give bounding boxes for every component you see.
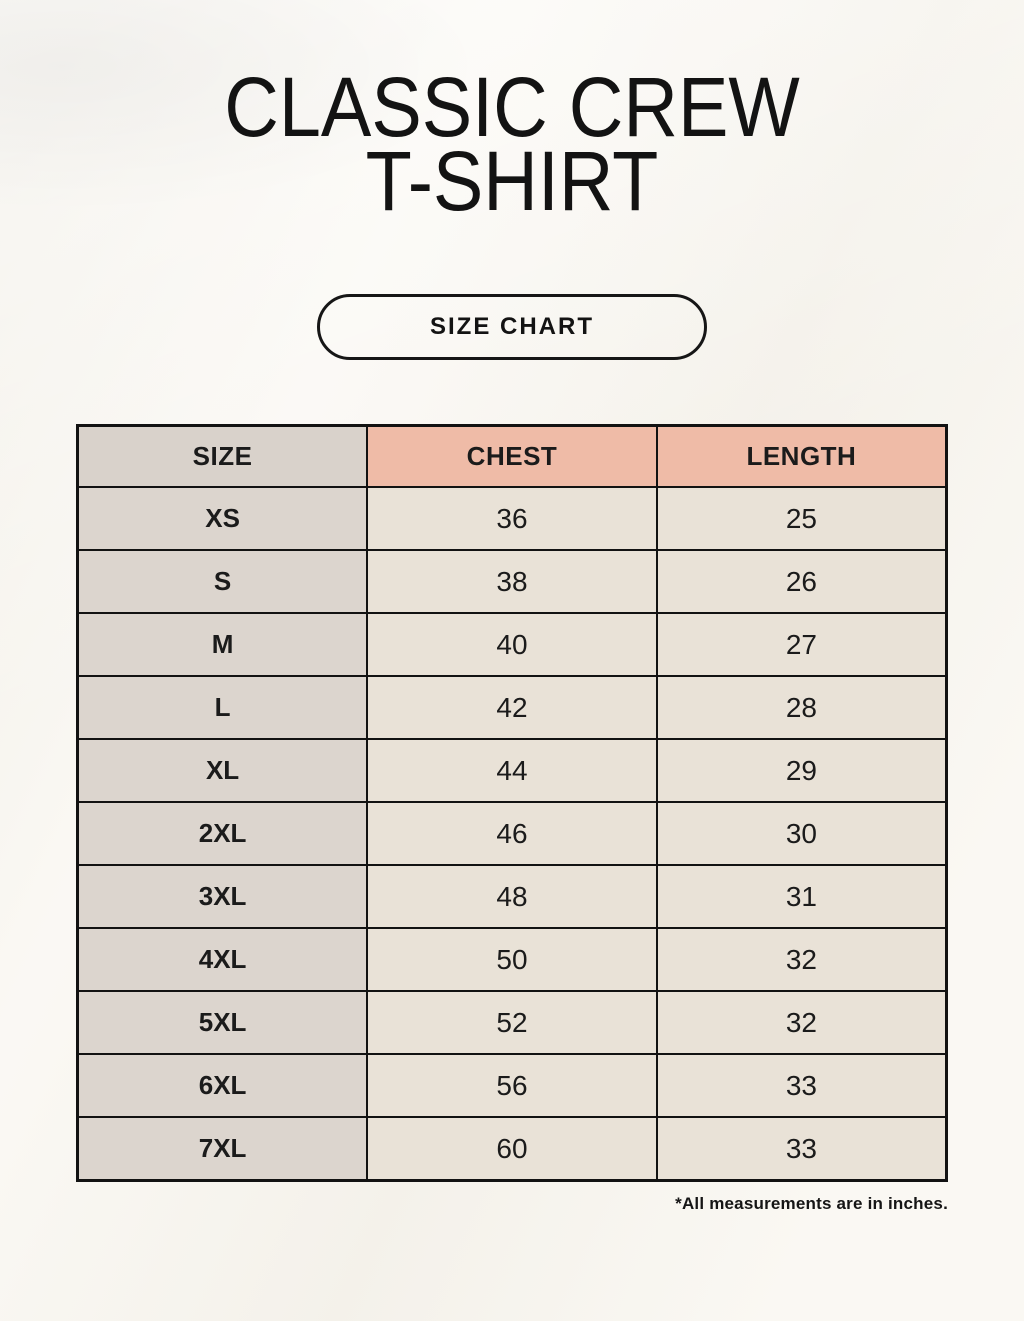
length-cell: 33: [655, 1053, 948, 1118]
table-row: 2XL 46 30: [76, 801, 948, 866]
chest-cell: 48: [366, 864, 658, 929]
table-row: XL 44 29: [76, 738, 948, 803]
measurements-footnote: *All measurements are in inches.: [675, 1194, 948, 1213]
size-cell: S: [76, 549, 369, 614]
title-wrap: CLASSIC CREW T-SHIRT: [0, 0, 1024, 228]
table-row: M 40 27: [76, 612, 948, 677]
column-header-size: SIZE: [76, 424, 369, 488]
table-body: XS 36 25 S 38 26 M 40 27 L 42 28 XL 44: [76, 486, 948, 1182]
chest-cell: 46: [366, 801, 658, 866]
size-cell: M: [76, 612, 369, 677]
chest-cell: 38: [366, 549, 658, 614]
size-cell: L: [76, 675, 369, 740]
table-header: SIZE CHEST LENGTH: [76, 424, 948, 488]
size-chart-button-label: SIZE CHART: [430, 313, 594, 340]
length-cell: 32: [655, 990, 948, 1055]
length-cell: 32: [655, 927, 948, 992]
chest-cell: 36: [366, 486, 658, 551]
size-chart-table: SIZE CHEST LENGTH XS 36 25 S 38 26 M 40 …: [76, 424, 948, 1182]
size-cell: 3XL: [76, 864, 369, 929]
length-cell: 29: [655, 738, 948, 803]
length-cell: 33: [655, 1116, 948, 1182]
length-cell: 26: [655, 549, 948, 614]
size-cell: 5XL: [76, 990, 369, 1055]
chest-cell: 44: [366, 738, 658, 803]
product-title-line2: T-SHIRT: [365, 134, 659, 228]
table-row: 5XL 52 32: [76, 990, 948, 1055]
chest-cell: 40: [366, 612, 658, 677]
table-row: 3XL 48 31: [76, 864, 948, 929]
product-title: CLASSIC CREW T-SHIRT: [51, 60, 973, 228]
table-row: 7XL 60 33: [76, 1116, 948, 1182]
chest-cell: 42: [366, 675, 658, 740]
header-row: SIZE CHEST LENGTH: [76, 424, 948, 488]
size-cell: 6XL: [76, 1053, 369, 1118]
column-header-chest: CHEST: [366, 424, 658, 488]
size-cell: XL: [76, 738, 369, 803]
column-header-length: LENGTH: [655, 424, 948, 488]
size-cell: 4XL: [76, 927, 369, 992]
table-row: 4XL 50 32: [76, 927, 948, 992]
table-row: L 42 28: [76, 675, 948, 740]
size-chart-button[interactable]: SIZE CHART: [317, 294, 707, 360]
length-cell: 27: [655, 612, 948, 677]
chest-cell: 50: [366, 927, 658, 992]
size-cell: 7XL: [76, 1116, 369, 1182]
chest-cell: 56: [366, 1053, 658, 1118]
table-row: 6XL 56 33: [76, 1053, 948, 1118]
size-cell: XS: [76, 486, 369, 551]
length-cell: 30: [655, 801, 948, 866]
length-cell: 31: [655, 864, 948, 929]
chest-cell: 60: [366, 1116, 658, 1182]
length-cell: 28: [655, 675, 948, 740]
size-cell: 2XL: [76, 801, 369, 866]
chest-cell: 52: [366, 990, 658, 1055]
length-cell: 25: [655, 486, 948, 551]
table-row: XS 36 25: [76, 486, 948, 551]
table-row: S 38 26: [76, 549, 948, 614]
product-title-line1: CLASSIC CREW: [224, 60, 800, 154]
